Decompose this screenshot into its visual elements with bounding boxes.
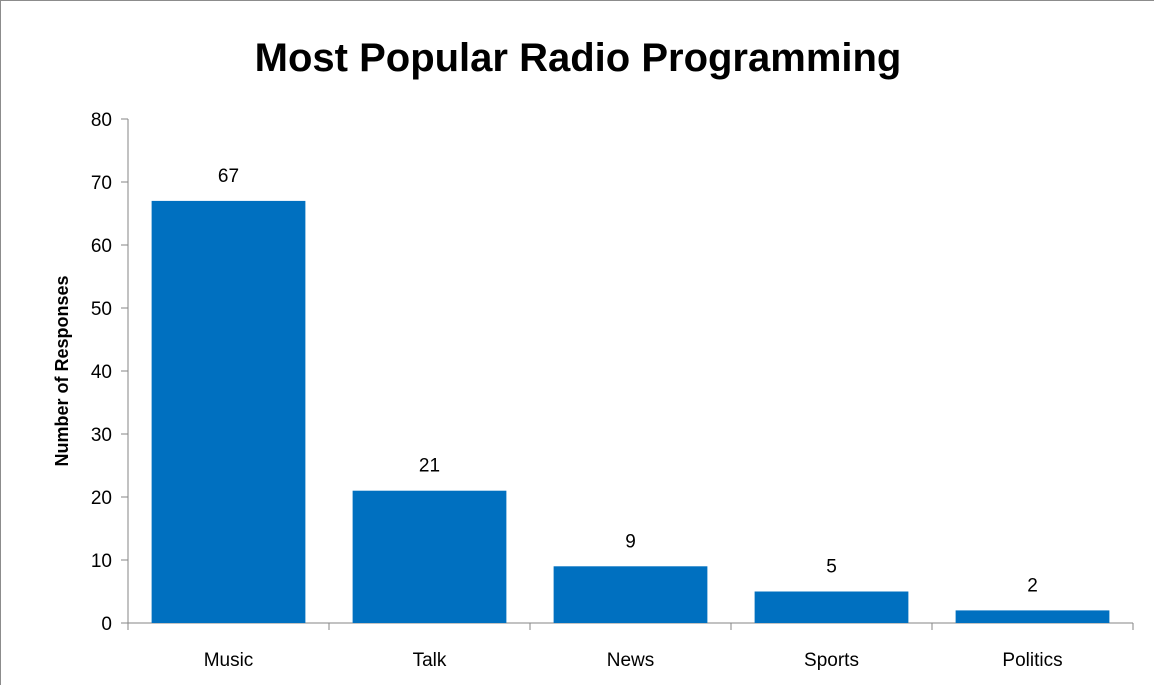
data-label-politics: 2 (1027, 575, 1038, 596)
y-tick-label: 50 (91, 299, 112, 320)
x-tick-label-music: Music (204, 650, 254, 671)
y-tick-label: 30 (91, 425, 112, 446)
x-tick-label-talk: Talk (413, 650, 447, 671)
y-axis: 0 10 20 30 40 50 60 70 80 (91, 110, 129, 635)
bar-news (553, 566, 708, 623)
y-tick-label: 70 (91, 173, 112, 194)
y-tick-label: 80 (91, 110, 112, 131)
bar-sports (754, 591, 909, 623)
y-tick-label: 0 (101, 614, 112, 635)
x-tick-label-sports: Sports (804, 650, 859, 671)
data-label-music: 67 (218, 166, 239, 187)
y-tick-label: 10 (91, 551, 112, 572)
data-labels: 67 21 9 5 2 (218, 166, 1038, 597)
bars (151, 200, 1110, 623)
y-axis-title: Number of Responses (52, 275, 72, 466)
x-axis: Music Talk News Sports Politics (127, 622, 1134, 671)
y-tick-label: 20 (91, 488, 112, 509)
data-label-news: 9 (625, 531, 636, 552)
chart-title: Most Popular Radio Programming (254, 36, 902, 80)
x-tick-label-news: News (607, 650, 655, 671)
bar-talk (352, 490, 507, 623)
y-tick-label: 60 (91, 236, 112, 257)
bar-music (151, 200, 306, 623)
bar-politics (955, 610, 1110, 623)
x-tick-label-politics: Politics (1002, 650, 1062, 671)
data-label-talk: 21 (419, 456, 440, 477)
y-tick-label: 40 (91, 362, 112, 383)
data-label-sports: 5 (826, 557, 837, 578)
